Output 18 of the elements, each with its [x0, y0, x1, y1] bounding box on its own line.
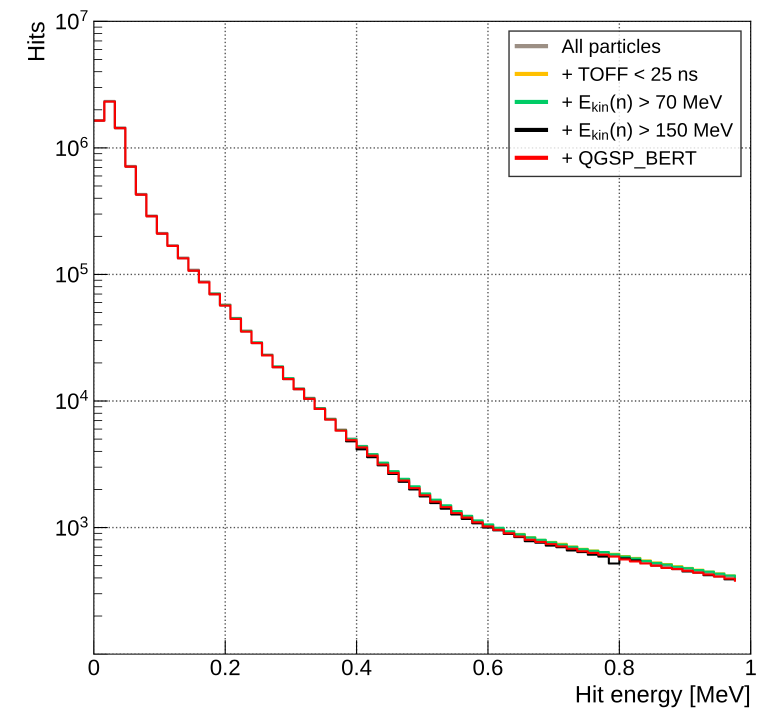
y-tick-label: 10$^{3}$	[56, 516, 88, 536]
legend-label: + QGSP_BERT	[562, 151, 696, 168]
legend-label: All particles	[562, 38, 660, 57]
x-tick-label: 0.2	[210, 660, 240, 676]
x-tick-label: 0.8	[604, 660, 634, 676]
y-tick-label: 10$^{6}$	[56, 136, 88, 156]
legend-label: + E$_{kin}$(n) > 70 MeV	[562, 94, 722, 113]
y-tick-label: 10$^{7}$	[56, 10, 88, 30]
legend-label: + E$_{kin}$(n) > 150 MeV	[562, 122, 734, 141]
x-tick-label: 0.6	[473, 660, 502, 676]
x-tick-label: 0.4	[342, 660, 372, 676]
x-tick-label: 0	[88, 660, 100, 676]
y-tick-label: 10$^{4}$	[56, 390, 88, 410]
x-axis-title: Hit energy [MeV]	[576, 685, 750, 708]
y-tick-label: 10$^{5}$	[56, 263, 88, 283]
y-axis-title: Hits	[27, 22, 45, 60]
legend-label: + TOFF < 25 ns	[562, 67, 698, 81]
x-tick-label: 1	[746, 660, 756, 676]
